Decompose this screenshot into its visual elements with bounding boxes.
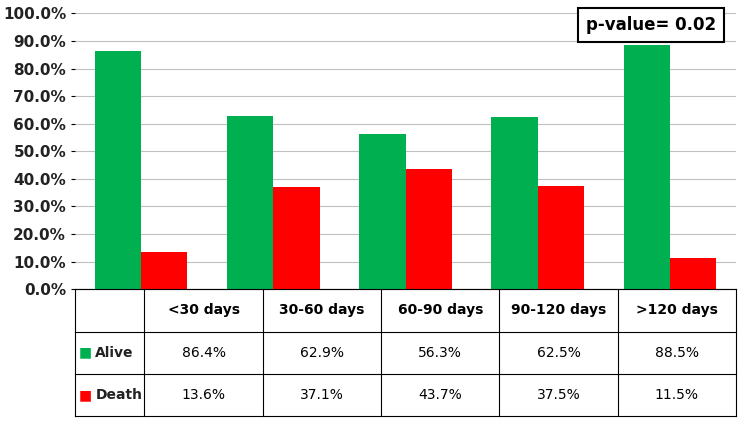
Bar xyxy=(406,169,452,289)
Text: 13.6%: 13.6% xyxy=(182,388,225,402)
Text: Death: Death xyxy=(95,388,143,402)
Bar xyxy=(227,116,273,289)
Text: ■: ■ xyxy=(79,388,92,402)
Text: 88.5%: 88.5% xyxy=(655,346,699,360)
Bar xyxy=(359,134,406,289)
Text: 37.1%: 37.1% xyxy=(300,388,344,402)
Text: 30-60 days: 30-60 days xyxy=(279,303,365,317)
Text: 43.7%: 43.7% xyxy=(418,388,462,402)
Text: Alive: Alive xyxy=(95,346,134,360)
Text: >120 days: >120 days xyxy=(636,303,718,317)
Bar xyxy=(95,51,141,289)
Text: p-value= 0.02: p-value= 0.02 xyxy=(586,16,716,34)
Text: 11.5%: 11.5% xyxy=(655,388,699,402)
Text: 37.5%: 37.5% xyxy=(537,388,581,402)
Bar xyxy=(538,186,584,289)
Text: 62.5%: 62.5% xyxy=(537,346,581,360)
Bar xyxy=(141,252,188,289)
Text: 60-90 days: 60-90 days xyxy=(397,303,483,317)
Bar xyxy=(670,258,716,289)
Text: 62.9%: 62.9% xyxy=(300,346,344,360)
Bar xyxy=(491,117,538,289)
Bar xyxy=(623,45,670,289)
Text: <30 days: <30 days xyxy=(167,303,240,317)
Text: 86.4%: 86.4% xyxy=(182,346,225,360)
Bar xyxy=(273,187,320,289)
Text: 90-120 days: 90-120 days xyxy=(511,303,606,317)
Text: 56.3%: 56.3% xyxy=(418,346,462,360)
Text: ■: ■ xyxy=(79,346,92,360)
